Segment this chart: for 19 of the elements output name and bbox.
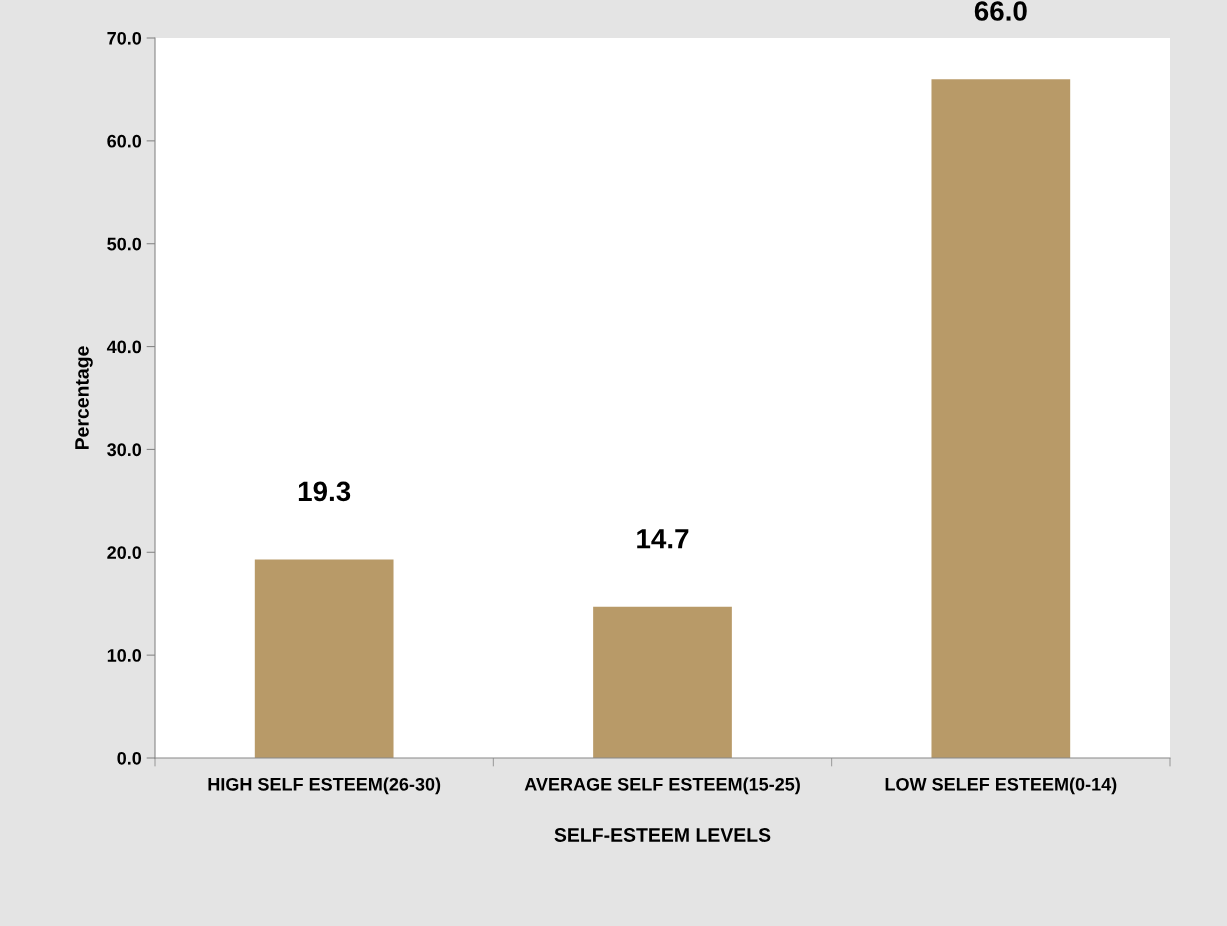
y-tick-label: 60.0 <box>107 134 142 148</box>
data-label: 14.7 <box>637 529 689 549</box>
y-tick-label: 10.0 <box>107 649 142 662</box>
y-tick-label: 20.0 <box>107 546 142 560</box>
x-axis-title: SELF-ESTEEM LEVELS <box>554 828 771 842</box>
y-tick-label: 0.0 <box>117 751 142 765</box>
y-tick-label: 30.0 <box>107 443 142 457</box>
bar <box>931 79 1071 758</box>
bar <box>254 559 394 758</box>
y-tick-label: 40.0 <box>106 340 142 354</box>
y-tick-label: 50.0 <box>107 237 142 251</box>
bar <box>593 606 732 758</box>
x-tick-label: LOW SELEF ESTEEM(0-14) <box>885 777 1117 795</box>
y-tick-label: 70.0 <box>107 31 142 45</box>
data-label: 66.0 <box>974 1 1027 21</box>
data-label: 19.3 <box>298 481 351 502</box>
x-tick-label: AVERAGE SELF ESTEEM(15-25) <box>524 777 800 795</box>
y-axis-title: Percentage <box>75 346 93 450</box>
x-tick-label: HIGH SELF ESTEEM(26-30) <box>208 777 441 795</box>
